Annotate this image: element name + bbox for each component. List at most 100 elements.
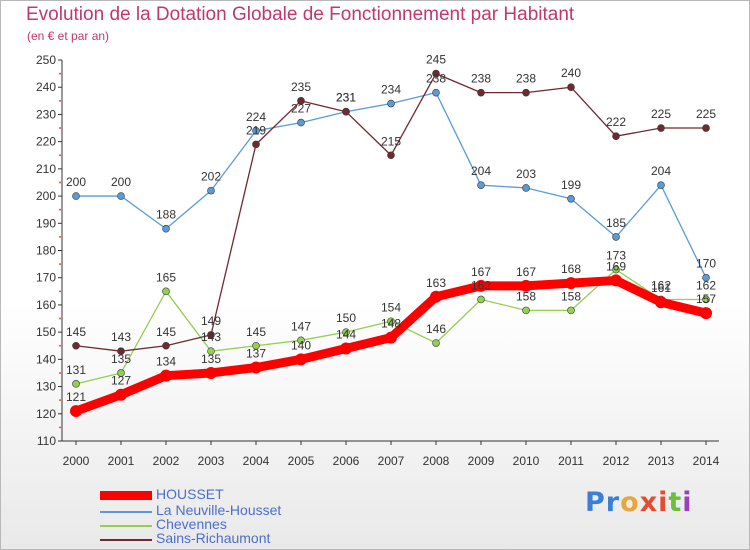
x-tick-label: 2013 <box>648 454 675 468</box>
data-label-housset: 163 <box>426 276 446 290</box>
data-label-la-neuville-housset: 203 <box>516 167 536 181</box>
x-tick-label: 2005 <box>288 454 315 468</box>
data-label-la-neuville-housset: 185 <box>606 216 626 230</box>
data-point-housset <box>610 274 622 287</box>
data-point-la-neuville-housset <box>702 273 710 282</box>
chart-subtitle: (en € et par an) <box>27 29 110 43</box>
data-label-housset: 167 <box>471 265 491 279</box>
data-point-chevennes <box>162 287 170 296</box>
logo-letter: r <box>605 487 621 518</box>
data-point-chevennes <box>567 306 575 315</box>
data-point-housset <box>295 353 307 366</box>
y-tick-label: 140 <box>36 352 56 366</box>
data-label-chevennes: 145 <box>246 325 266 339</box>
y-minor-tick <box>59 399 61 402</box>
data-label-sains-richaumont: 231 <box>336 91 356 105</box>
y-minor-tick <box>59 263 61 266</box>
data-label-sains-richaumont: 238 <box>516 72 536 86</box>
data-label-chevennes: 162 <box>471 278 491 292</box>
y-tick-label: 250 <box>36 53 56 67</box>
data-label-sains-richaumont: 219 <box>246 123 266 137</box>
y-tick-label: 170 <box>36 271 56 285</box>
data-point-housset <box>700 307 712 320</box>
data-label-chevennes: 162 <box>651 278 671 292</box>
data-label-housset: 157 <box>696 292 716 306</box>
data-point-housset <box>115 388 127 401</box>
x-tick-label: 2003 <box>198 454 225 468</box>
data-point-sains-richaumont <box>702 124 710 132</box>
proxiti-logo: Proxiti <box>585 487 693 518</box>
data-label-la-neuville-housset: 200 <box>66 175 86 189</box>
data-point-chevennes <box>342 328 350 336</box>
y-minor-tick <box>59 426 61 429</box>
data-label-la-neuville-housset: 231 <box>336 91 356 105</box>
x-tick-label: 2011 <box>558 454 584 468</box>
data-label-sains-richaumont: 240 <box>561 66 581 80</box>
data-point-chevennes <box>72 380 80 388</box>
chart-title: Evolution de la Dotation Globale de Fonc… <box>26 4 575 25</box>
data-label-sains-richaumont: 222 <box>606 115 626 129</box>
data-point-chevennes <box>387 317 395 326</box>
data-point-la-neuville-housset <box>567 194 575 203</box>
logo-letter: i <box>682 487 693 518</box>
data-label-sains-richaumont: 215 <box>381 134 401 148</box>
data-point-la-neuville-housset <box>387 99 395 108</box>
data-label-chevennes: 173 <box>606 249 626 263</box>
data-point-housset <box>655 296 667 309</box>
y-tick-label: 130 <box>36 380 56 394</box>
x-tick-label: 2006 <box>333 454 360 468</box>
data-label-housset: 144 <box>336 327 356 341</box>
data-label-chevennes: 158 <box>561 289 581 303</box>
x-tick-label: 2008 <box>423 454 450 468</box>
data-point-sains-richaumont <box>72 341 80 350</box>
axes: 110 120 130 140 150 160 170 180 190 200 210 220 230 2… <box>36 53 720 468</box>
data-point-chevennes <box>522 306 530 315</box>
data-point-housset <box>565 277 577 290</box>
data-labels: 200 200 188 202 224 227 231 234 238 204 203 199 185 2… <box>66 53 716 404</box>
data-label-chevennes: 131 <box>66 363 86 377</box>
y-tick-label: 220 <box>36 135 56 149</box>
data-point-housset <box>340 342 352 355</box>
legend-label: La Neuville-Housset <box>156 502 282 518</box>
y-minor-tick <box>59 290 61 293</box>
data-label-sains-richaumont: 145 <box>156 325 176 339</box>
data-point-chevennes <box>702 295 710 304</box>
data-label-housset: 121 <box>66 390 86 404</box>
data-point-housset <box>70 405 82 418</box>
y-minor-tick <box>59 127 61 130</box>
data-label-sains-richaumont: 238 <box>471 72 491 86</box>
y-tick-label: 210 <box>36 162 56 176</box>
data-point-la-neuville-housset <box>432 88 440 97</box>
data-label-la-neuville-housset: 238 <box>426 72 446 86</box>
data-point-sains-richaumont <box>612 132 620 140</box>
logo-letter: i <box>658 487 669 518</box>
data-point-housset <box>385 331 397 344</box>
y-minor-tick <box>59 181 61 184</box>
y-minor-tick <box>59 99 61 102</box>
data-point-sains-richaumont <box>657 124 665 132</box>
data-label-chevennes: 146 <box>426 322 446 336</box>
data-label-sains-richaumont: 149 <box>201 314 221 328</box>
logo-letter: t <box>668 487 683 518</box>
data-label-housset: 168 <box>561 262 581 276</box>
data-point-sains-richaumont <box>252 140 260 149</box>
legend-swatch <box>100 511 152 513</box>
data-point-chevennes <box>432 339 440 347</box>
data-point-la-neuville-housset <box>477 181 485 189</box>
logo-letter: P <box>585 487 606 518</box>
legend-swatch <box>100 539 152 541</box>
data-point-chevennes <box>117 369 125 377</box>
y-minor-tick <box>59 371 61 374</box>
data-point-housset <box>205 366 217 379</box>
data-label-housset: 167 <box>516 265 536 279</box>
y-minor-tick <box>59 208 61 211</box>
data-point-chevennes <box>612 265 620 274</box>
y-tick-label: 200 <box>36 189 56 203</box>
data-label-housset: 127 <box>111 374 131 388</box>
data-label-sains-richaumont: 225 <box>696 107 716 121</box>
data-point-chevennes <box>207 347 215 355</box>
logo-letter: o <box>620 487 640 518</box>
data-label-housset: 135 <box>201 352 221 366</box>
data-point-la-neuville-housset <box>522 184 530 192</box>
data-point-chevennes <box>252 341 260 350</box>
